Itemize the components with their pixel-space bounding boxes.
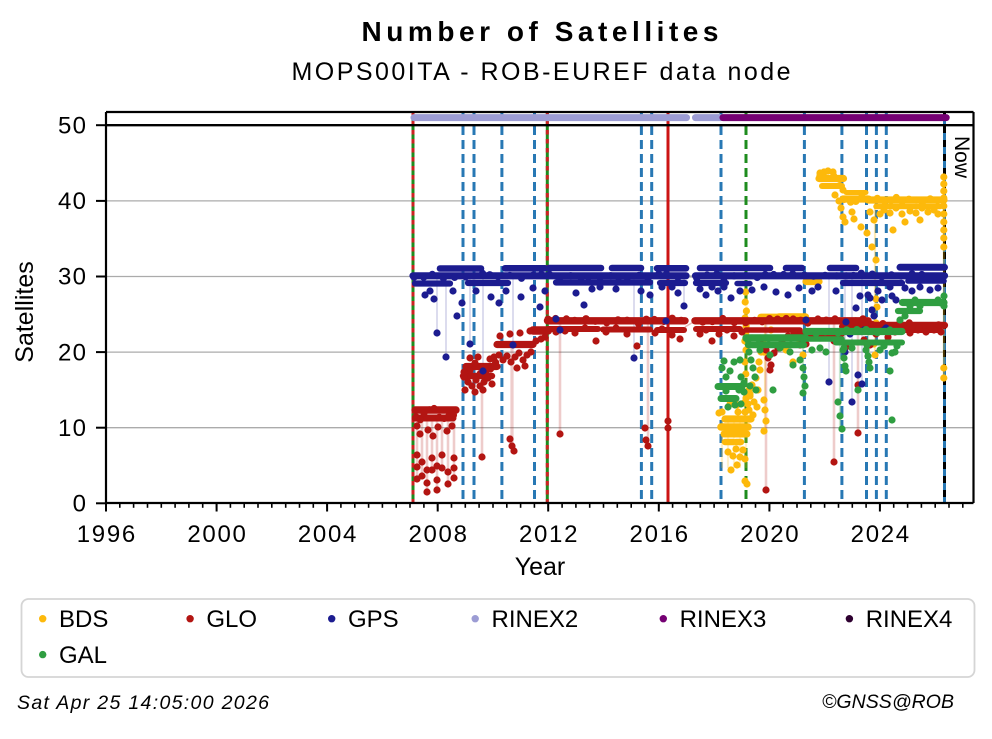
svg-text:30: 30 bbox=[58, 264, 86, 291]
svg-text:2008: 2008 bbox=[408, 521, 467, 548]
svg-text:©GNSS@ROB: ©GNSS@ROB bbox=[822, 691, 954, 713]
svg-text:2020: 2020 bbox=[740, 521, 799, 548]
svg-text:2012: 2012 bbox=[519, 521, 578, 548]
svg-text:RINEX3: RINEX3 bbox=[680, 606, 767, 633]
svg-text:10: 10 bbox=[58, 415, 86, 442]
svg-text:GLO: GLO bbox=[206, 606, 257, 633]
svg-text:0: 0 bbox=[73, 491, 86, 518]
svg-text:2016: 2016 bbox=[630, 521, 689, 548]
svg-text:1996: 1996 bbox=[77, 521, 136, 548]
svg-text:GAL: GAL bbox=[59, 642, 107, 669]
svg-text:2000: 2000 bbox=[187, 521, 246, 548]
svg-text:RINEX2: RINEX2 bbox=[492, 606, 579, 633]
svg-text:Year: Year bbox=[515, 553, 566, 581]
svg-text:Now: Now bbox=[950, 136, 973, 179]
svg-text:BDS: BDS bbox=[59, 606, 108, 633]
svg-text:40: 40 bbox=[58, 188, 86, 215]
svg-text:50: 50 bbox=[58, 112, 86, 139]
svg-text:2004: 2004 bbox=[298, 521, 357, 548]
svg-text:GPS: GPS bbox=[348, 606, 399, 633]
svg-text:2024: 2024 bbox=[851, 521, 910, 548]
svg-text:RINEX4: RINEX4 bbox=[866, 606, 953, 633]
svg-text:Sat Apr 25 14:05:00 2026: Sat Apr 25 14:05:00 2026 bbox=[17, 692, 269, 714]
svg-text:20: 20 bbox=[58, 339, 86, 366]
svg-text:Satellites: Satellites bbox=[11, 261, 39, 362]
